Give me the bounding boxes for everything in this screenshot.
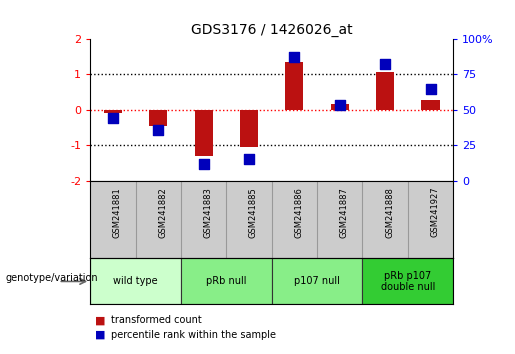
Text: genotype/variation: genotype/variation [5, 273, 98, 283]
Text: GSM241887: GSM241887 [340, 187, 349, 238]
Text: wild type: wild type [113, 276, 158, 286]
Bar [104, 110, 122, 113]
Title: GDS3176 / 1426026_at: GDS3176 / 1426026_at [191, 23, 352, 36]
Point [336, 103, 344, 108]
Text: percentile rank within the sample: percentile rank within the sample [111, 330, 276, 339]
Text: GSM241881: GSM241881 [113, 187, 122, 238]
Point [245, 156, 253, 162]
Text: GSM241927: GSM241927 [431, 187, 439, 238]
Bar [181, 258, 272, 304]
Point [381, 62, 389, 67]
Point [154, 127, 162, 132]
Point [426, 86, 435, 91]
Text: ■: ■ [95, 315, 106, 325]
Text: ■: ■ [95, 330, 106, 339]
Text: GSM241885: GSM241885 [249, 187, 258, 238]
Bar [285, 62, 303, 110]
Bar [90, 258, 181, 304]
Bar [331, 104, 349, 110]
Point [290, 55, 299, 60]
Text: GSM241888: GSM241888 [385, 187, 394, 238]
Bar [376, 72, 394, 110]
Text: pRb null: pRb null [206, 276, 247, 286]
Text: GSM241883: GSM241883 [203, 187, 213, 238]
Point [109, 115, 117, 121]
Text: p107 null: p107 null [294, 276, 340, 286]
Text: pRb p107
double null: pRb p107 double null [381, 270, 435, 292]
Bar [195, 110, 213, 156]
Point [199, 161, 208, 166]
Text: GSM241886: GSM241886 [295, 187, 303, 238]
Bar [240, 110, 258, 147]
Text: GSM241882: GSM241882 [158, 187, 167, 238]
Bar [421, 100, 440, 110]
Text: transformed count: transformed count [111, 315, 201, 325]
Bar [149, 110, 167, 126]
Bar [363, 258, 453, 304]
Bar [272, 258, 363, 304]
